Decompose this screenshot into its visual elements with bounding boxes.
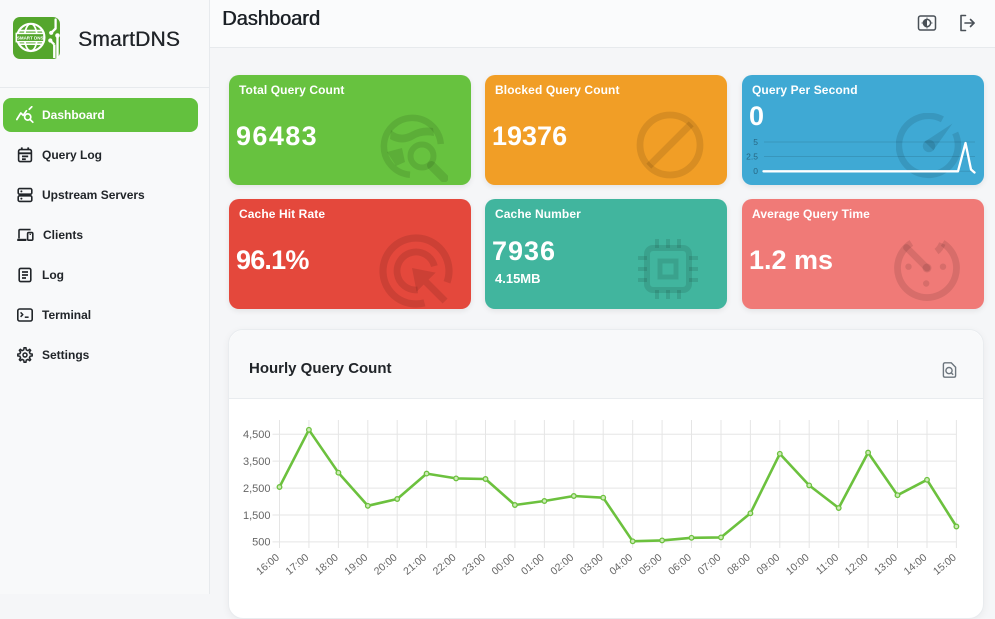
- svg-text:09:00: 09:00: [754, 552, 782, 578]
- svg-text:21:00: 21:00: [401, 552, 429, 578]
- svg-text:17:00: 17:00: [283, 552, 311, 578]
- svg-text:01:00: 01:00: [519, 552, 547, 578]
- svg-text:19:00: 19:00: [342, 552, 370, 578]
- svg-text:14:00: 14:00: [902, 552, 930, 578]
- svg-text:03:00: 03:00: [578, 552, 606, 578]
- svg-text:500: 500: [252, 537, 270, 549]
- svg-text:08:00: 08:00: [725, 552, 753, 578]
- svg-text:16:00: 16:00: [254, 552, 282, 578]
- svg-text:13:00: 13:00: [872, 552, 900, 578]
- svg-text:06:00: 06:00: [666, 552, 694, 578]
- svg-text:20:00: 20:00: [372, 552, 400, 578]
- svg-text:4,500: 4,500: [243, 429, 271, 441]
- svg-text:SMART DNS: SMART DNS: [17, 36, 44, 41]
- svg-text:23:00: 23:00: [460, 552, 488, 578]
- svg-text:18:00: 18:00: [313, 552, 341, 578]
- svg-text:05:00: 05:00: [637, 552, 665, 578]
- svg-text:3,500: 3,500: [243, 456, 271, 468]
- svg-text:10:00: 10:00: [784, 552, 812, 578]
- svg-text:22:00: 22:00: [431, 552, 459, 578]
- svg-text:2.5: 2.5: [746, 152, 758, 162]
- svg-text:5: 5: [753, 137, 758, 147]
- svg-text:11:00: 11:00: [814, 552, 841, 578]
- svg-text:02:00: 02:00: [548, 552, 576, 578]
- svg-text:12:00: 12:00: [843, 552, 871, 578]
- svg-text:07:00: 07:00: [696, 552, 724, 578]
- svg-text:04:00: 04:00: [607, 552, 635, 578]
- svg-text:2,500: 2,500: [243, 483, 271, 495]
- svg-text:00:00: 00:00: [489, 552, 517, 578]
- svg-text:0: 0: [753, 166, 758, 176]
- svg-text:15:00: 15:00: [931, 552, 959, 578]
- svg-text:1,500: 1,500: [243, 510, 271, 522]
